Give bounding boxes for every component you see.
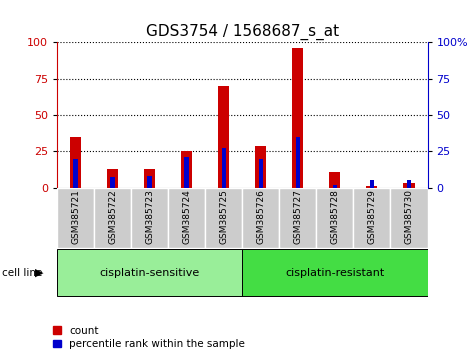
Text: GSM385727: GSM385727 [294,189,302,244]
Bar [255,145,266,188]
Bar [94,188,131,248]
Text: GSM385724: GSM385724 [182,189,191,244]
Text: GSM385725: GSM385725 [219,189,228,244]
Bar [353,188,390,248]
Bar [316,188,353,248]
Bar [258,159,263,188]
Bar [168,188,205,248]
Text: cell line: cell line [2,268,43,278]
Bar [73,159,78,188]
Bar [205,188,242,248]
Bar [110,177,115,188]
Bar [181,152,192,188]
Text: GSM385730: GSM385730 [405,189,413,244]
Bar [147,176,152,188]
Bar [332,185,337,188]
Legend: count, percentile rank within the sample: count, percentile rank within the sample [53,326,245,349]
Bar [218,86,229,188]
Bar [70,137,81,188]
Bar [407,181,411,188]
Bar [242,188,279,248]
Bar [221,148,226,188]
Bar [366,186,378,188]
Bar [403,183,415,188]
Text: GSM385721: GSM385721 [71,189,80,244]
Bar [390,188,428,248]
Bar [57,188,94,248]
Bar [57,249,242,296]
Text: ▶: ▶ [35,268,44,278]
Bar [107,169,118,188]
Bar [292,48,304,188]
Text: GSM385728: GSM385728 [331,189,339,244]
Title: GDS3754 / 1568687_s_at: GDS3754 / 1568687_s_at [146,23,339,40]
Bar [370,181,374,188]
Bar [295,137,300,188]
Text: GSM385726: GSM385726 [256,189,265,244]
Bar [144,169,155,188]
Bar [329,172,341,188]
Bar [184,157,189,188]
Text: cisplatin-sensitive: cisplatin-sensitive [99,268,200,278]
Text: GSM385729: GSM385729 [368,189,376,244]
Text: GSM385722: GSM385722 [108,189,117,244]
Bar [131,188,168,248]
Bar [242,249,428,296]
Text: GSM385723: GSM385723 [145,189,154,244]
Text: cisplatin-resistant: cisplatin-resistant [285,268,384,278]
Bar [279,188,316,248]
